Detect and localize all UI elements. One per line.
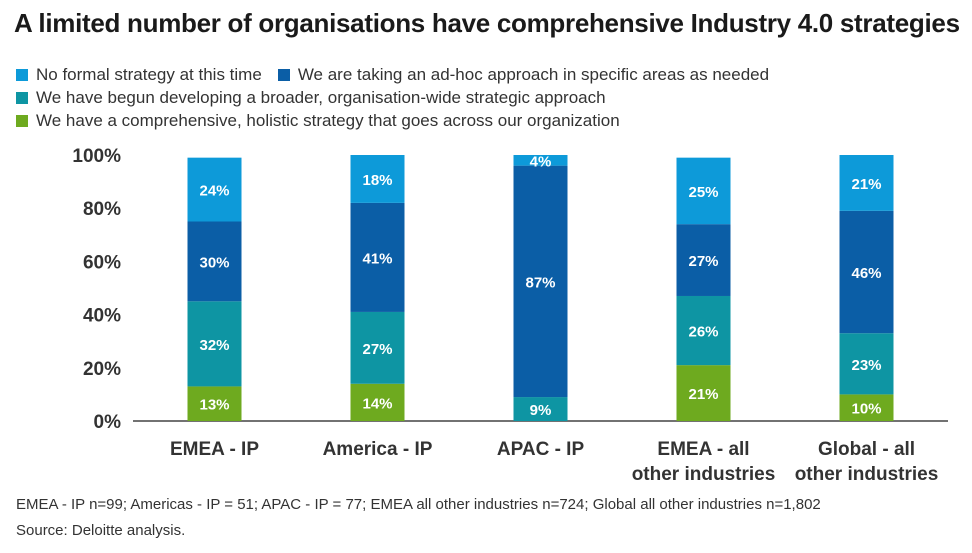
data-label: 30% — [199, 254, 229, 271]
bar-segment — [187, 221, 242, 302]
y-tick-label: 0% — [94, 412, 122, 433]
bar-segment — [513, 397, 568, 421]
legend-label: We have a comprehensive, holistic strate… — [36, 111, 620, 130]
y-tick-label: 60% — [83, 252, 121, 273]
data-label: 32% — [199, 337, 229, 354]
data-label: 14% — [362, 395, 392, 412]
y-tick-label: 100% — [72, 146, 121, 167]
legend-swatch — [16, 92, 28, 104]
data-label: 27% — [688, 253, 718, 270]
data-label: 46% — [851, 265, 881, 282]
x-category-label: America - IP — [323, 439, 433, 460]
y-tick-label: 80% — [83, 199, 121, 220]
footnote: EMEA - IP n=99; Americas - IP = 51; APAC… — [16, 496, 821, 513]
bar-segment — [187, 301, 242, 387]
legend-swatch — [277, 69, 290, 81]
legend-label: No formal strategy at this time — [36, 65, 262, 84]
bar-segment — [350, 155, 405, 203]
data-label: 18% — [362, 172, 392, 189]
bar-segment — [676, 157, 731, 225]
bar-segment — [839, 155, 894, 211]
legend-row-3: We have a comprehensive, holistic strate… — [16, 110, 636, 132]
x-category-label: other industries — [632, 464, 776, 485]
data-label: 23% — [851, 357, 881, 374]
bar-segment — [676, 224, 731, 296]
data-label: 13% — [199, 397, 229, 414]
y-tick-label: 20% — [83, 359, 121, 380]
data-label: 87% — [525, 274, 555, 291]
legend-item-comprehensive: We have a comprehensive, holistic strate… — [16, 111, 620, 131]
bar-segment — [350, 383, 405, 421]
bar-segment — [350, 311, 405, 384]
data-label: 21% — [851, 176, 881, 193]
legend-swatch — [16, 115, 28, 127]
legend-item-no-formal: No formal strategy at this time — [16, 65, 262, 85]
bar-segment — [676, 365, 731, 421]
bar-segment — [839, 394, 894, 421]
x-category-label: Global - all — [818, 439, 915, 460]
data-label: 27% — [362, 341, 392, 358]
data-label: 25% — [688, 184, 718, 201]
data-label: 10% — [851, 401, 881, 418]
bar-segment — [513, 165, 568, 398]
data-label: 4% — [530, 153, 552, 170]
data-label: 26% — [688, 324, 718, 341]
data-label: 9% — [530, 402, 552, 419]
data-label: 41% — [362, 250, 392, 267]
data-label: 21% — [688, 386, 718, 403]
legend-label: We have begun developing a broader, orga… — [36, 88, 606, 107]
bar-segment — [187, 157, 242, 222]
source-note: Source: Deloitte analysis. — [16, 522, 186, 539]
bar-segment — [676, 295, 731, 366]
y-tick-label: 40% — [83, 306, 121, 327]
legend-label: We are taking an ad-hoc approach in spec… — [297, 65, 770, 84]
legend-row-1: No formal strategy at this time We are t… — [16, 64, 785, 86]
bar-segment — [187, 386, 242, 421]
x-category-label: other industries — [795, 464, 939, 485]
legend-row-2: We have begun developing a broader, orga… — [16, 87, 622, 109]
legend-swatch — [16, 69, 28, 81]
bar-segment — [839, 333, 894, 395]
legend-item-begun-developing: We have begun developing a broader, orga… — [16, 88, 606, 108]
chart-title: A limited number of organisations have c… — [14, 8, 960, 38]
bar-segment — [839, 210, 894, 334]
legend-item-ad-hoc: We are taking an ad-hoc approach in spec… — [277, 65, 770, 85]
x-category-label: EMEA - IP — [170, 439, 259, 460]
bar-segment — [350, 202, 405, 312]
bar-segment — [513, 155, 568, 166]
x-category-label: EMEA - all — [657, 439, 749, 460]
data-label: 24% — [199, 183, 229, 200]
x-category-label: APAC - IP — [497, 439, 585, 460]
